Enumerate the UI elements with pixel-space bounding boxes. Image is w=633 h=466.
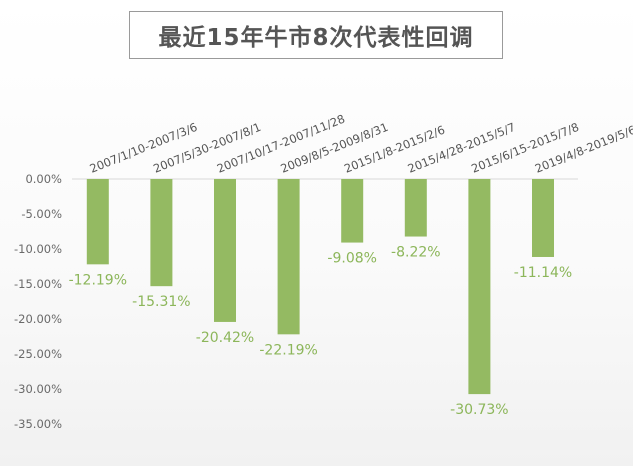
bar [214,179,236,322]
category-label: 2015/4/28-2015/5/7 [406,120,518,176]
data-label: -8.22% [391,245,441,261]
y-tick-label: 0.00% [25,172,62,186]
data-label: -9.08% [327,251,377,267]
data-label: -20.42% [196,330,254,346]
y-tick-label: -10.00% [14,242,62,256]
y-tick-label: -15.00% [14,277,62,291]
bar [341,179,364,243]
data-label: -15.31% [132,294,190,310]
data-label: -22.19% [259,342,317,358]
chart-title: 最近15年牛市8次代表性回调 [129,11,503,59]
bar [150,179,173,287]
category-label: 2007/1/10-2007/3/6 [88,120,200,176]
y-tick-label: -5.00% [21,207,62,221]
category-label: 2007/5/30-2007/8/1 [151,120,263,176]
data-label: -12.19% [69,272,127,288]
bar [404,179,427,237]
y-tick-label: -25.00% [14,347,62,361]
data-label: -30.73% [450,402,508,418]
y-tick-label: -20.00% [14,312,62,326]
data-label: -11.14% [514,265,572,281]
category-label: 2015/6/15-2015/7/8 [469,120,581,176]
y-tick-label: -35.00% [14,417,62,431]
bar [277,179,300,335]
bar [86,179,109,265]
y-tick-label: -30.00% [14,382,62,396]
bar [468,179,491,395]
bar [532,179,554,257]
